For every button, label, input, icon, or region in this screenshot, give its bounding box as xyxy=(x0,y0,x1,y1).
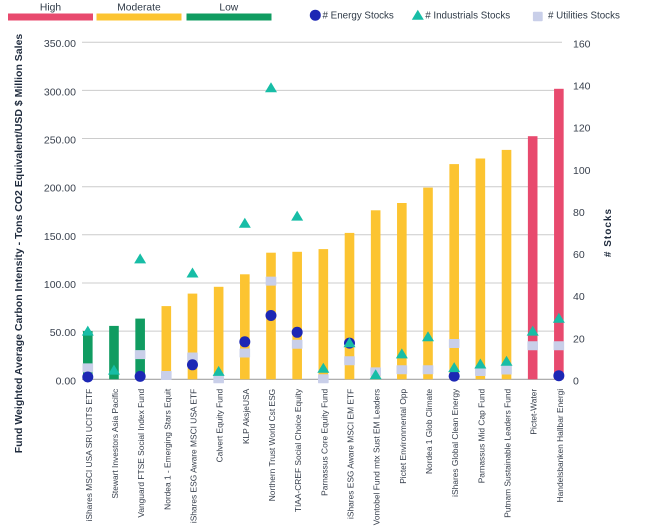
svg-text:# Utilities Stocks: # Utilities Stocks xyxy=(548,11,620,22)
svg-text:150.00: 150.00 xyxy=(44,231,76,243)
svg-text:Pictet Environmental Opp: Pictet Environmental Opp xyxy=(398,388,408,483)
svg-text:0.00: 0.00 xyxy=(56,375,77,387)
svg-text:iShares MSCI USA SRI UCITS ETF: iShares MSCI USA SRI UCITS ETF xyxy=(84,389,94,522)
svg-text:TIAA-CREF Social Choice Equity: TIAA-CREF Social Choice Equity xyxy=(293,388,303,512)
svg-text:KLP AksjeUSA: KLP AksjeUSA xyxy=(241,388,251,444)
svg-text:200.00: 200.00 xyxy=(44,183,76,195)
svg-text:Putnam Sustainable Leaders Fun: Putnam Sustainable Leaders Fund xyxy=(503,388,513,517)
svg-text:160: 160 xyxy=(573,38,591,50)
svg-text:300.00: 300.00 xyxy=(44,86,76,98)
svg-text:Northern Trust World Cst ESG: Northern Trust World Cst ESG xyxy=(267,389,277,501)
svg-text:Handelsbanken Hallbar Energi: Handelsbanken Hallbar Energi xyxy=(555,389,565,503)
svg-text:Calvert Equity Fund: Calvert Equity Fund xyxy=(215,388,225,462)
svg-text:# Energy Stocks: # Energy Stocks xyxy=(323,11,394,22)
svg-text:120: 120 xyxy=(573,123,591,135)
svg-text:100.00: 100.00 xyxy=(44,279,76,291)
svg-text:50.00: 50.00 xyxy=(50,327,76,339)
svg-text:Parnassus Mid Cap Fund: Parnassus Mid Cap Fund xyxy=(476,388,486,483)
svg-text:80: 80 xyxy=(573,207,585,219)
svg-text:20: 20 xyxy=(573,333,585,345)
svg-text:iShares Global Clean Energy: iShares Global Clean Energy xyxy=(450,388,460,497)
svg-text:Low: Low xyxy=(219,3,238,14)
svg-text:140: 140 xyxy=(573,81,591,93)
svg-text:Moderate: Moderate xyxy=(117,3,161,14)
svg-text:40: 40 xyxy=(573,291,585,303)
svg-text:Fund Weighted Average Carbon I: Fund Weighted Average Carbon Intensity -… xyxy=(13,34,25,454)
svg-text:iShares ESG Aware MSCI EM ETF: iShares ESG Aware MSCI EM ETF xyxy=(346,389,356,519)
svg-text:Parnassus Core Equity Fund: Parnassus Core Equity Fund xyxy=(319,388,329,495)
svg-text:60: 60 xyxy=(573,249,585,261)
svg-text:Nordea 1 - Emerging Stars Equi: Nordea 1 - Emerging Stars Equit xyxy=(162,388,172,510)
svg-text:# Industrials Stocks: # Industrials Stocks xyxy=(425,11,510,22)
svg-text:0: 0 xyxy=(573,376,579,388)
svg-text:Pictet-Water: Pictet-Water xyxy=(529,389,539,435)
svg-text:Vanguard FTSE Social Index Fun: Vanguard FTSE Social Index Fund xyxy=(136,388,146,517)
svg-text:250.00: 250.00 xyxy=(44,135,76,147)
svg-text:Stewart Investors Asia Pacific: Stewart Investors Asia Pacific xyxy=(110,389,120,499)
svg-text:350.00: 350.00 xyxy=(44,38,76,50)
svg-text:Vontobel Fund mtx Sust EM Lead: Vontobel Fund mtx Sust EM Leaders xyxy=(372,389,382,525)
svg-text:# Stocks: # Stocks xyxy=(603,208,614,257)
svg-text:iShares ESG Aware MSCI USA ETF: iShares ESG Aware MSCI USA ETF xyxy=(188,389,198,523)
svg-text:Nordea 1 Glob Climate: Nordea 1 Glob Climate xyxy=(424,388,434,474)
svg-text:High: High xyxy=(40,3,61,14)
svg-text:100: 100 xyxy=(573,165,591,177)
